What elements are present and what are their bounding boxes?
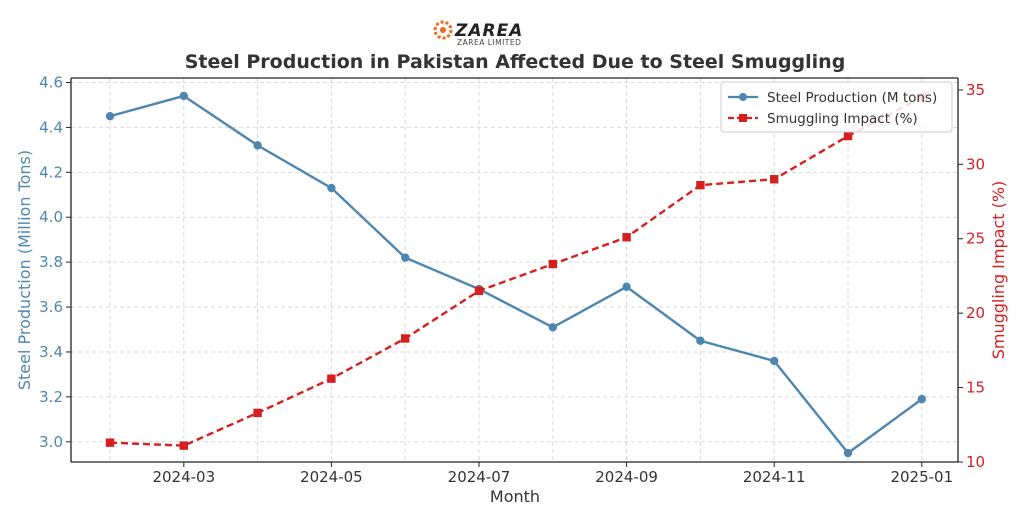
y-tick-label-right: 30 — [966, 155, 985, 173]
data-point-smuggling — [253, 408, 262, 418]
series-layer — [105, 91, 926, 458]
legend-item-smuggling: Smuggling Impact (%) — [728, 111, 918, 127]
legend-label-production: Steel Production (M tons) — [767, 90, 937, 106]
data-point-production — [770, 356, 779, 366]
data-point-production — [105, 111, 115, 121]
data-point-smuggling — [843, 131, 853, 141]
data-point-smuggling — [179, 441, 188, 450]
y-tick-label-right: 20 — [966, 304, 985, 322]
x-axis-label: Month — [490, 487, 540, 506]
data-point-production — [253, 141, 262, 150]
series-line-smuggling — [109, 96, 923, 447]
legend-box — [720, 81, 953, 133]
y-tick-label-left: 4.2 — [39, 163, 63, 181]
axes — [70, 77, 959, 463]
y-tick-label-left: 4.6 — [39, 73, 63, 91]
logo-subtitle: ZAREA LIMITED — [457, 38, 521, 47]
data-point-smuggling — [401, 334, 410, 343]
y-tick-label-left: 4.4 — [39, 118, 63, 136]
logo-name: ZAREA — [454, 21, 523, 41]
data-point-smuggling — [696, 180, 705, 190]
x-tick-label: 2024-11 — [743, 468, 806, 486]
y-tick-label-left: 3.6 — [39, 298, 63, 316]
data-point-production — [401, 253, 410, 262]
data-point-production — [696, 336, 705, 345]
data-point-production — [548, 323, 557, 332]
y-tick-label-left: 3.0 — [39, 433, 63, 451]
x-tick-label: 2025-01 — [890, 468, 953, 486]
legend-marker-production — [739, 93, 747, 101]
chart-title: Steel Production in Pakistan Affected Du… — [185, 51, 846, 73]
logo: ZAREA ZAREA LIMITED — [433, 20, 523, 47]
data-point-smuggling — [474, 286, 484, 296]
grid — [71, 78, 958, 462]
logo-icon — [433, 20, 453, 40]
x-tick-label: 2024-07 — [448, 468, 511, 486]
data-point-smuggling — [770, 175, 779, 184]
y-tick-label-right: 15 — [966, 379, 985, 397]
y-tick-label-left: 3.4 — [39, 343, 63, 361]
y-tick-label-left: 4.0 — [39, 208, 63, 226]
data-point-smuggling — [622, 233, 631, 242]
x-tick-label: 2024-05 — [300, 468, 363, 486]
ticks: 3.0 3.2 3.4 3.6 3.8 4.0 4.2 4.4 4.6 10 15 20 25 30 35 2… — [39, 73, 985, 486]
data-point-production — [622, 282, 631, 292]
legend-label-smuggling: Smuggling Impact (%) — [767, 111, 918, 127]
y-tick-label-right: 25 — [966, 230, 985, 248]
data-point-production — [917, 394, 926, 404]
legend-item-production: Steel Production (M tons) — [728, 90, 937, 106]
x-tick-label: 2024-03 — [152, 468, 215, 486]
data-point-production — [327, 183, 336, 193]
y-tick-label-right: 35 — [966, 81, 985, 99]
data-point-smuggling — [327, 374, 336, 383]
y-axis-label-left: Steel Production (Million Tons) — [15, 150, 34, 390]
data-point-smuggling — [548, 259, 557, 269]
y-tick-label-right: 10 — [966, 453, 985, 471]
series-line-production — [109, 94, 923, 455]
legend: Steel Production (M tons) Smuggling Impa… — [720, 81, 953, 133]
x-tick-label: 2024-09 — [595, 468, 658, 486]
data-point-production — [179, 91, 188, 101]
y-tick-label-left: 3.8 — [39, 253, 63, 271]
y-axis-label-right: Smuggling Impact (%) — [989, 181, 1008, 360]
y-tick-label-left: 3.2 — [39, 388, 63, 406]
data-point-smuggling — [105, 438, 115, 447]
data-point-production — [843, 448, 853, 458]
legend-marker-smuggling — [739, 114, 747, 122]
